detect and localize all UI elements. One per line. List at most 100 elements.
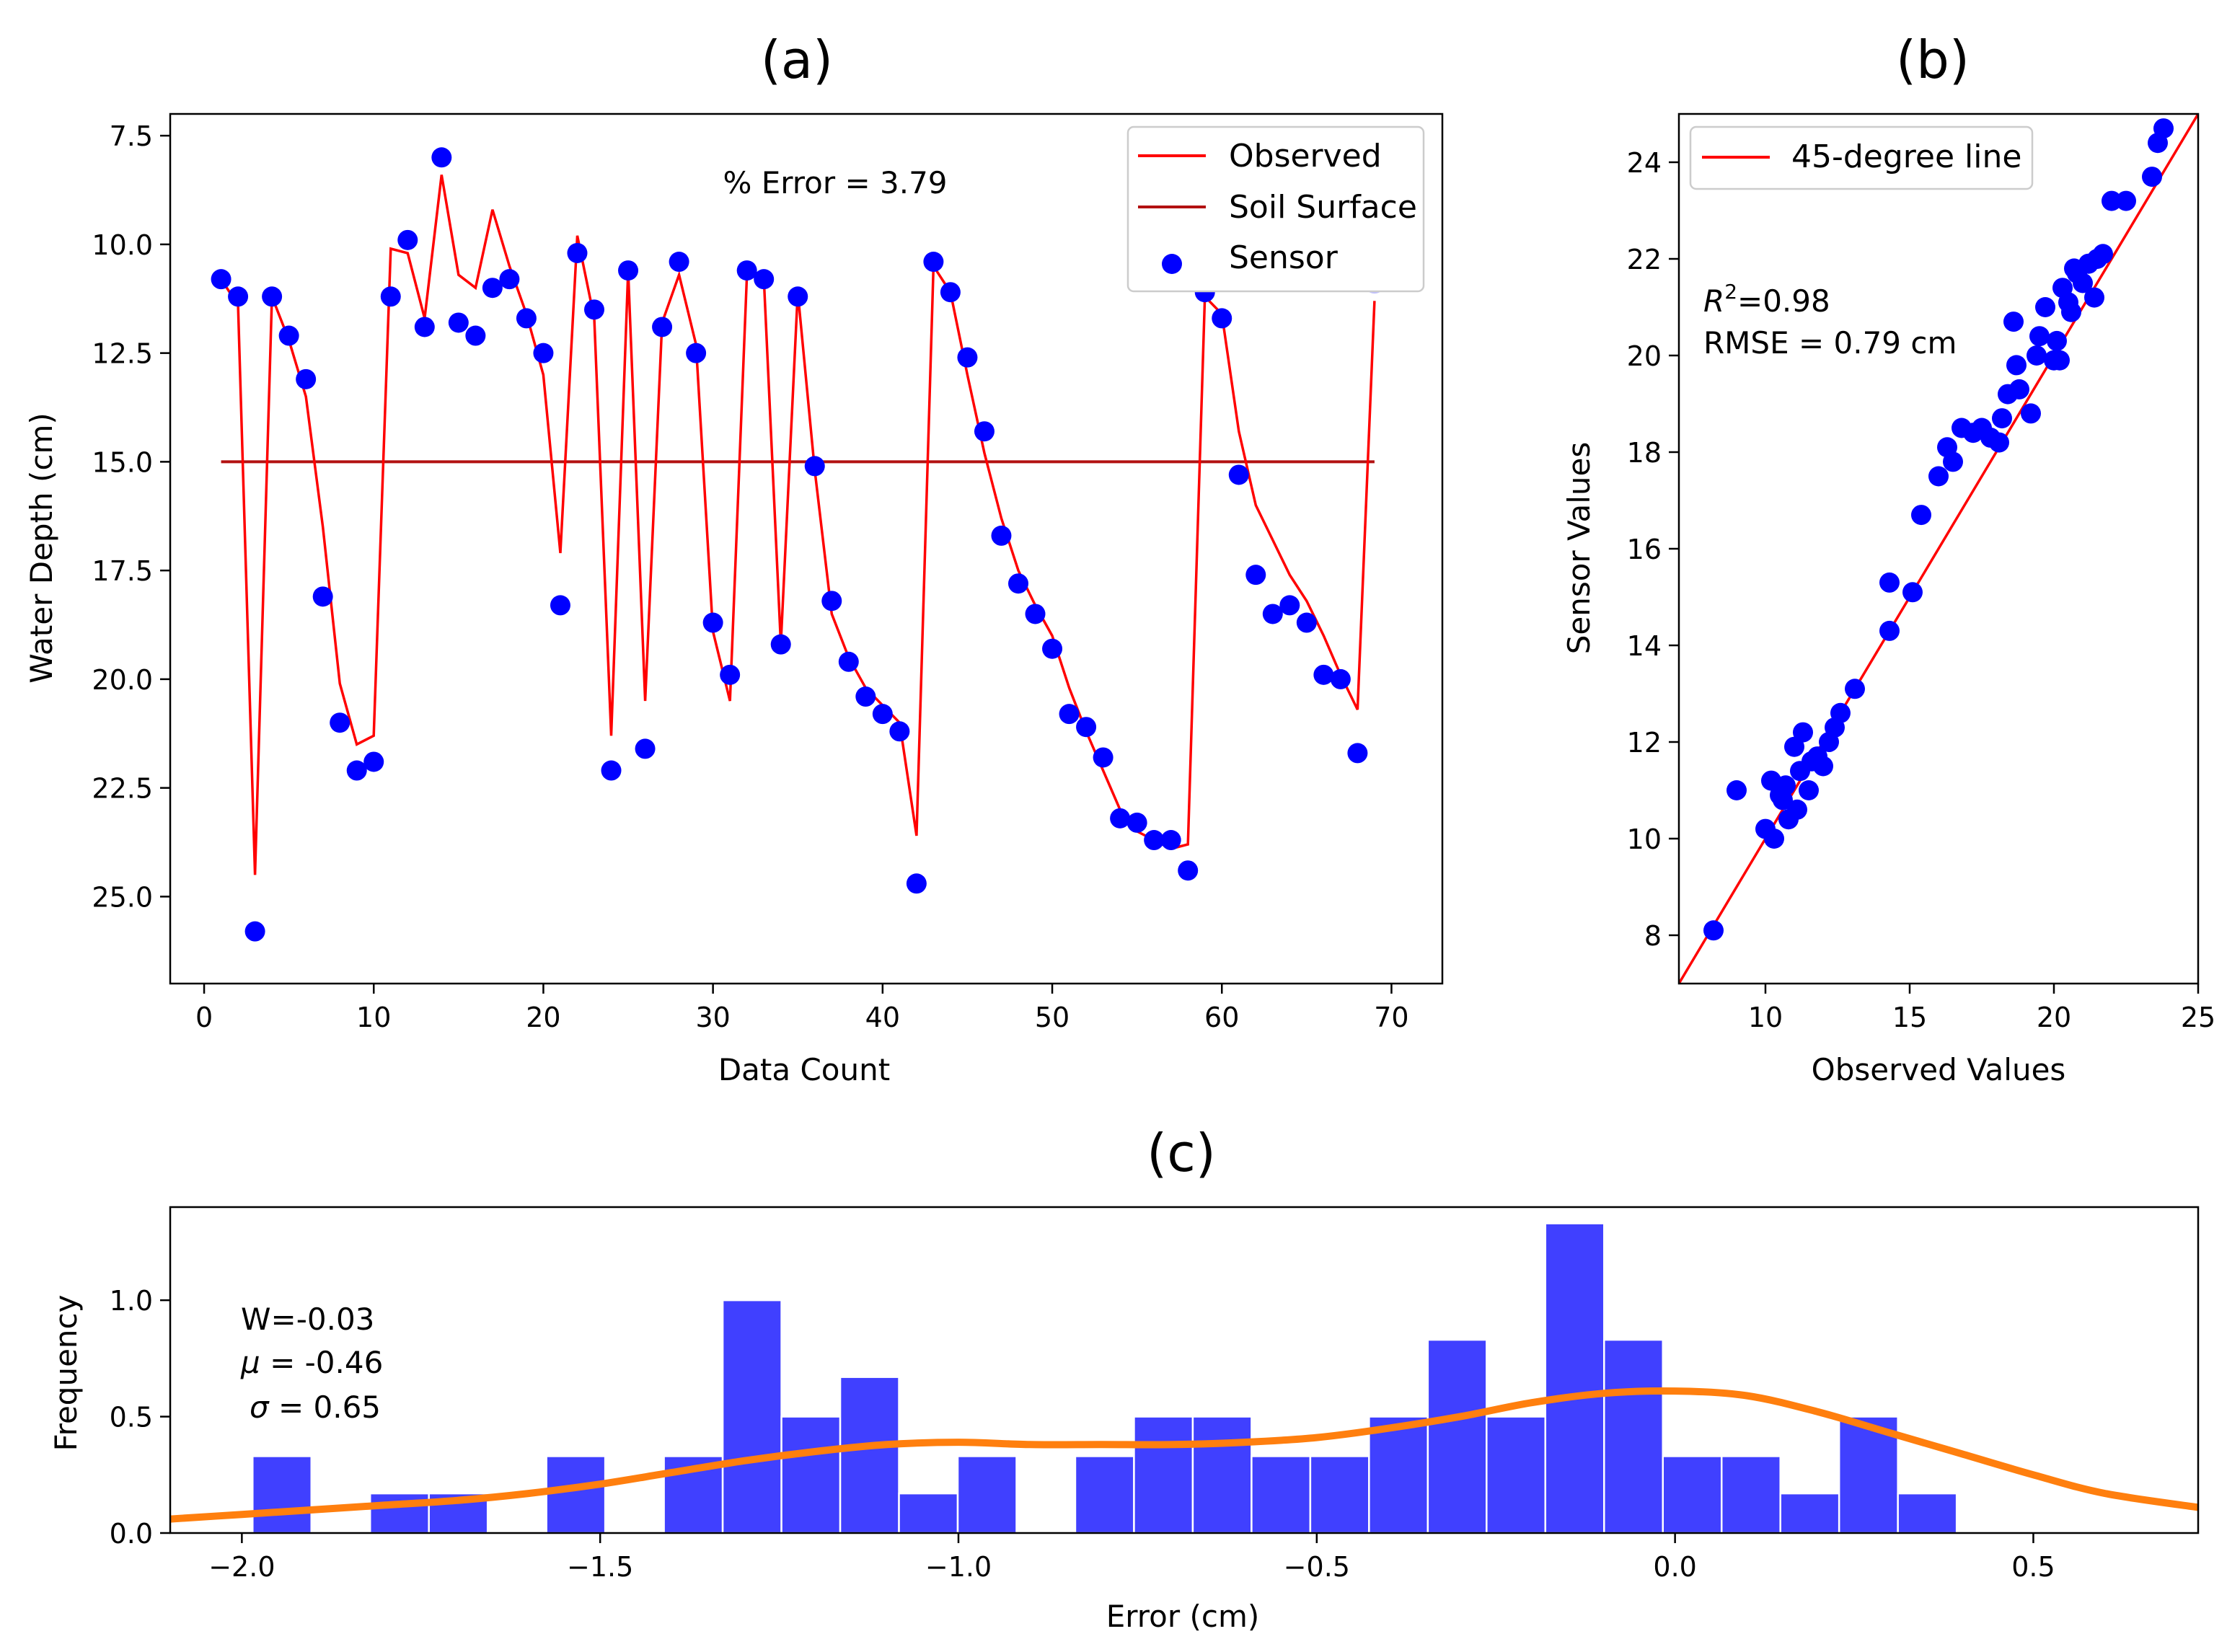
scatter-point bbox=[1727, 780, 1747, 800]
sensor-point bbox=[1042, 638, 1063, 659]
panel-c: (c) −2.0 −1.5 −1.0 −0.5 0.0 0.5 0.0 0.5 1.0 Err… bbox=[48, 1123, 2200, 1634]
y-tick-label: 17.5 bbox=[92, 555, 153, 587]
sensor-point bbox=[482, 278, 503, 299]
scatter-point bbox=[2021, 403, 2041, 424]
histogram-bar bbox=[1897, 1492, 1958, 1534]
sensor-point bbox=[228, 286, 249, 307]
scatter-point bbox=[1776, 775, 1796, 796]
sensor-point bbox=[244, 921, 265, 942]
legend-observed-label: Observed bbox=[1229, 138, 1382, 175]
sensor-point bbox=[1025, 604, 1046, 624]
x-tick-label: 0 bbox=[195, 1002, 213, 1033]
sensor-point bbox=[1296, 612, 1317, 633]
legend-sensor-label: Sensor bbox=[1229, 239, 1339, 276]
sensor-point bbox=[1059, 704, 1080, 725]
legend-sensor-swatch bbox=[1162, 254, 1182, 274]
panel-b-xlabel: Observed Values bbox=[1812, 1052, 2066, 1087]
x-tick-label: 0.5 bbox=[2011, 1551, 2055, 1583]
x-tick-label: −1.5 bbox=[567, 1551, 633, 1583]
sensor-point bbox=[754, 269, 775, 290]
scatter-point bbox=[1911, 505, 1931, 526]
y-tick-label: 12 bbox=[1627, 727, 1662, 759]
scatter-point bbox=[1879, 572, 1900, 593]
scatter-point bbox=[1989, 432, 2009, 453]
sensor-point bbox=[1245, 565, 1266, 586]
sensor-point bbox=[1212, 308, 1232, 329]
sensor-point bbox=[940, 282, 961, 303]
sensor-point bbox=[804, 456, 825, 477]
histogram-bar bbox=[1779, 1492, 1840, 1534]
histogram-bar bbox=[1368, 1415, 1429, 1534]
scatter-point bbox=[1787, 799, 1807, 820]
scatter-point bbox=[2116, 190, 2136, 211]
sensor-point bbox=[889, 721, 910, 742]
panel-c-xlabel: Error (cm) bbox=[1106, 1599, 1260, 1634]
y-tick-label: 24 bbox=[1627, 147, 1662, 179]
scatter-point bbox=[1784, 736, 1804, 757]
sensor-point bbox=[1262, 604, 1283, 624]
scatter-point bbox=[2029, 326, 2050, 347]
histogram-bar bbox=[1191, 1415, 1253, 1534]
sensor-point bbox=[618, 260, 639, 281]
x-tick-label: 30 bbox=[695, 1002, 730, 1033]
sensor-point bbox=[1008, 573, 1028, 594]
mu-value: = -0.46 bbox=[260, 1345, 384, 1380]
sensor-point bbox=[906, 873, 927, 894]
scatter-point bbox=[1703, 920, 1724, 941]
histogram-bar bbox=[1074, 1455, 1135, 1534]
sensor-point bbox=[363, 751, 384, 772]
x-tick-label: 50 bbox=[1035, 1002, 1070, 1033]
histogram-bar bbox=[1544, 1222, 1605, 1534]
panel-a-legend: Observed Soil Surface Sensor bbox=[1126, 125, 1425, 293]
sensor-point bbox=[974, 421, 995, 442]
sensor-point bbox=[211, 269, 231, 290]
scatter-point bbox=[2003, 312, 2024, 332]
y-tick-label: 18 bbox=[1627, 437, 1662, 469]
panel-b: (b) 10 15 20 25 8 10 12 14 16 18 20 22 24 Observed … bbox=[1561, 30, 2215, 1087]
sensor-point bbox=[1313, 664, 1334, 685]
sensor-point bbox=[584, 299, 604, 320]
panel-b-legend: 45-degree line bbox=[1689, 125, 2034, 190]
sensor-point bbox=[1076, 717, 1097, 738]
panel-c-title: (c) bbox=[1147, 1123, 1216, 1183]
histogram-bar bbox=[898, 1492, 959, 1534]
scatter-point bbox=[1902, 582, 1923, 603]
sigma-value: = 0.65 bbox=[269, 1390, 381, 1425]
histogram-bar bbox=[1426, 1338, 1488, 1534]
panel-a-ylabel: Water Depth (cm) bbox=[24, 412, 59, 684]
y-tick-label: 15.0 bbox=[92, 446, 153, 478]
sensor-point bbox=[1093, 747, 1114, 768]
sensor-point bbox=[448, 312, 469, 333]
sensor-point bbox=[991, 525, 1012, 546]
scatter-point bbox=[2084, 287, 2104, 308]
x-tick-label: −0.5 bbox=[1284, 1551, 1350, 1583]
panel-a-xlabel: Data Count bbox=[718, 1052, 890, 1087]
legend-45-degree-label: 45-degree line bbox=[1791, 138, 2021, 175]
panel-c-frame bbox=[169, 1206, 2200, 1534]
sensor-point bbox=[1347, 743, 1368, 764]
percent-error-annotation: % Error = 3.79 bbox=[723, 165, 947, 200]
y-tick-label: 14 bbox=[1627, 630, 1662, 662]
scatter-point bbox=[2102, 190, 2122, 211]
scatter-point bbox=[2061, 301, 2081, 322]
histogram-bar bbox=[1251, 1455, 1312, 1534]
r-squared-superscript: 2 bbox=[1724, 280, 1737, 304]
y-tick-label: 7.5 bbox=[110, 120, 153, 152]
sensor-point bbox=[414, 317, 435, 337]
sensor-point bbox=[923, 252, 944, 273]
sensor-point bbox=[1126, 812, 1147, 833]
histogram-bar bbox=[1309, 1455, 1370, 1534]
sensor-point bbox=[872, 704, 893, 725]
sensor-point bbox=[855, 686, 876, 707]
y-tick-label: 1.0 bbox=[110, 1285, 153, 1317]
scatter-point bbox=[2035, 297, 2055, 317]
sensor-point bbox=[652, 317, 673, 337]
x-tick-label: 20 bbox=[526, 1002, 560, 1033]
sensor-point bbox=[499, 269, 520, 290]
scatter-point bbox=[1830, 702, 1851, 723]
histogram-bar bbox=[1133, 1415, 1194, 1534]
y-tick-label: 16 bbox=[1627, 534, 1662, 565]
sensor-point bbox=[431, 147, 452, 168]
scatter-point bbox=[2006, 355, 2027, 376]
